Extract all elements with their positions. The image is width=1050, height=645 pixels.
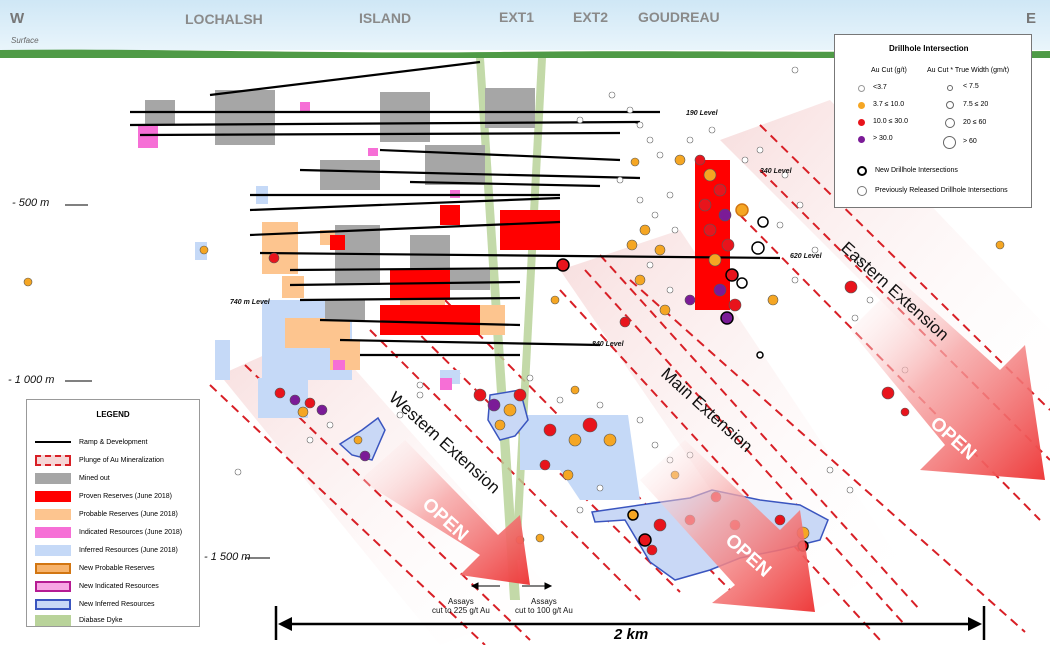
legend-label: Proven Reserves (June 2018)	[79, 492, 172, 500]
legend-label: Indicated Resources (June 2018)	[79, 528, 183, 536]
legend-title: LEGEND	[96, 410, 130, 419]
width-label-2: 7.5 ≤ 20	[963, 101, 989, 108]
legend-item: New Probable Reserves	[35, 562, 154, 574]
depth-1000: - 1 000 m	[8, 374, 55, 386]
legend-label: New Indicated Resources	[79, 582, 159, 590]
open-arrows	[360, 280, 1045, 612]
assay-arrows	[470, 582, 553, 590]
depth-1500: - 1 500 m	[204, 551, 251, 563]
width-label-3: 20 ≤ 60	[963, 119, 987, 126]
prev-drillhole-label: Previously Released Drillhole Intersecti…	[875, 187, 1008, 194]
ramp-development	[129, 60, 781, 357]
level-340: 340 Level	[760, 168, 792, 175]
level-620: 620 Level	[790, 253, 822, 260]
depth-500: - 500 m	[12, 197, 50, 209]
depth-ticks	[65, 204, 270, 559]
inferred-swatch	[35, 544, 71, 556]
probable-swatch	[35, 508, 71, 520]
drillhole-legend-panel: Drillhole Intersection Au Cut (g/t) Au C…	[834, 34, 1032, 208]
grade-swatch-1	[858, 85, 865, 92]
width-swatch-2	[946, 101, 954, 109]
legend-item: Inferred Resources (June 2018)	[35, 544, 178, 556]
level-190: 190 Level	[686, 110, 718, 117]
plunge-swatch	[35, 454, 71, 466]
new-indicated-swatch	[35, 580, 71, 592]
grade-label-1: <3.7	[873, 84, 887, 91]
legend-item: Proven Reserves (June 2018)	[35, 490, 172, 502]
legend-label: Mined out	[79, 474, 110, 482]
zone-lochalsh: LOCHALSH	[185, 11, 263, 27]
legend-label: Inferred Resources (June 2018)	[79, 546, 178, 554]
east-label: E	[1026, 10, 1037, 27]
legend-item: New Inferred Resources	[35, 598, 154, 610]
surface-line	[0, 49, 1050, 58]
width-swatch-3	[945, 118, 955, 128]
new-drillhole-swatch	[857, 166, 867, 176]
ramp-swatch	[35, 441, 71, 443]
width-header: Au Cut * True Width (gm/t)	[927, 67, 1010, 74]
scale-bar	[274, 606, 986, 640]
legend-item: New Indicated Resources	[35, 580, 159, 592]
legend-label: Plunge of Au Mineralization	[79, 456, 164, 464]
surface-label: Surface	[11, 36, 39, 45]
west-label: W	[10, 10, 25, 27]
grade-label-4: > 30.0	[873, 135, 893, 142]
grade-swatch-2	[858, 102, 865, 109]
legend-item: Ramp & Development	[35, 436, 147, 448]
proven-swatch	[35, 490, 71, 502]
width-label-4: > 60	[963, 138, 977, 145]
new-drillhole-label: New Drillhole Intersections	[875, 167, 958, 174]
indicated-swatch	[35, 526, 71, 538]
scale-label: 2 km	[614, 626, 649, 643]
width-swatch-1	[947, 85, 953, 91]
legend-item: Indicated Resources (June 2018)	[35, 526, 182, 538]
level-840: 840 Level	[592, 341, 624, 348]
legend-item: Plunge of Au Mineralization	[35, 454, 164, 466]
legend-panel: LEGEND Ramp & Development Plunge of Au M…	[26, 399, 200, 627]
legend-label: Ramp & Development	[79, 438, 148, 446]
drillhole-legend-title: Drillhole Intersection	[889, 44, 969, 53]
zone-goudreau: GOUDREAU	[638, 9, 720, 25]
new-inferred-swatch	[35, 598, 71, 610]
mined-out-swatch	[35, 472, 71, 484]
zone-ext2: EXT2	[573, 9, 609, 25]
width-label-1: < 7.5	[963, 83, 979, 90]
legend-label: Diabase Dyke	[79, 616, 123, 624]
grade-swatch-3	[858, 119, 865, 126]
probable-reserves	[262, 222, 505, 370]
grade-label-3: 10.0 ≤ 30.0	[873, 118, 908, 125]
assay-right-label: Assays cut to 100 g/t Au	[515, 597, 573, 615]
assay-left-label: Assays cut to 225 g/t Au	[432, 597, 490, 615]
grade-label-2: 3.7 ≤ 10.0	[873, 101, 905, 108]
zone-island: ISLAND	[359, 10, 412, 26]
level-740: 740 m Level	[230, 299, 270, 306]
zone-ext1: EXT1	[499, 9, 535, 25]
legend-item: Diabase Dyke	[35, 614, 123, 626]
new-probable-swatch	[35, 562, 71, 574]
grade-swatch-4	[858, 136, 865, 143]
legend-label: Probable Reserves (June 2018)	[79, 510, 178, 518]
legend-label: New Probable Reserves	[79, 564, 155, 572]
diabase-swatch	[35, 614, 71, 626]
grade-header: Au Cut (g/t)	[871, 67, 907, 74]
width-swatch-4	[943, 136, 956, 149]
legend-item: Mined out	[35, 472, 110, 484]
legend-label: New Inferred Resources	[79, 600, 155, 608]
prev-drillhole-swatch	[857, 186, 867, 196]
legend-item: Probable Reserves (June 2018)	[35, 508, 178, 520]
